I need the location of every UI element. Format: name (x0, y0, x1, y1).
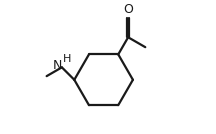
Text: O: O (123, 3, 133, 16)
Text: H: H (63, 54, 71, 64)
Text: N: N (52, 59, 62, 72)
